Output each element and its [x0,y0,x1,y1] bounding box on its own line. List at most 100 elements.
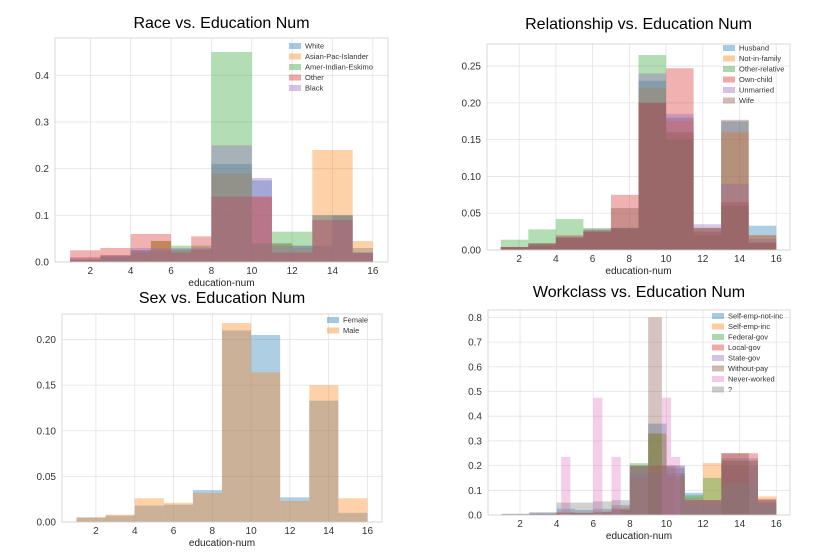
bar [583,231,611,250]
bar [500,247,529,250]
bar [171,248,192,262]
y-tick-label: 0.00 [462,246,482,257]
bar [231,52,252,262]
bar [638,55,667,251]
bar [666,121,694,250]
bar [150,241,172,262]
bar [130,250,151,262]
bar [555,237,584,250]
legend-swatch [712,355,724,361]
x-tick-label: 14 [734,519,746,530]
bar [134,498,164,522]
bar [661,465,676,515]
series-without-pay [648,317,749,515]
bar [611,508,630,515]
legend-swatch [712,365,724,372]
bar [684,500,704,515]
bar [666,132,694,250]
bar [648,423,667,515]
bar [192,492,222,522]
bar [638,80,667,251]
bar [610,229,639,250]
chart-relationship-vs-education: 2 4 6 8 10 12 14 16 0.00 0.05 0.10 0.15 0.20 0.25 Rela… [462,16,791,277]
bar [610,227,639,250]
bar [666,473,685,515]
y-tick-label: 0.0 [35,258,49,269]
legend-swatch [289,64,301,70]
y-tick-label: 0.3 [35,118,49,129]
legend-label: Asian-Pac-Islander [305,52,369,61]
bar [638,88,667,251]
legend-label: Other [305,73,324,82]
y-tick-label: 0.2 [35,164,49,175]
bar [610,227,639,250]
bar [666,68,694,251]
bar [251,334,281,522]
bar [130,234,151,262]
bar [583,231,611,250]
series-amer-indian-eskimo [70,52,373,262]
x-axis-label: education-num [605,266,671,277]
bar [150,241,172,262]
y-tick-label: 0.3 [468,436,482,447]
bar [292,245,313,262]
x-tick-label: 12 [287,266,299,277]
x-tick-label: 6 [171,526,177,537]
bar [211,173,232,262]
bar [352,252,373,262]
series-never-worked [561,397,681,515]
legend-label: Other-relative [739,65,784,74]
legend-swatch [712,334,724,340]
bar [629,463,649,515]
y-tick-label: 0.05 [37,472,57,483]
y-tick-label: 0.5 [468,387,482,398]
bar [191,249,212,262]
bar [100,256,131,262]
y-tick-label: 0.20 [37,335,57,346]
bar [555,237,584,250]
x-axis-label: education-num [188,278,254,289]
bar [748,242,777,250]
x-tick-label: 14 [734,254,746,265]
legend-label: Federal-gov [728,333,768,342]
bar [629,465,649,515]
bar [528,243,556,250]
bar [703,477,722,515]
bar [130,252,151,262]
bar [684,495,704,515]
y-tick-label: 0.25 [462,62,482,73]
bar [593,397,603,515]
bar [721,453,749,515]
bar [332,220,353,262]
bar [561,456,571,515]
x-tick-label: 14 [323,526,335,537]
bar [70,259,101,262]
x-tick-label: 10 [246,266,258,277]
bar [638,102,667,250]
bar [666,117,694,250]
y-tick-label: 0.1 [35,211,49,222]
y-tick-label: 0.10 [37,426,57,437]
bar [501,514,530,515]
y-tick-label: 0.4 [468,412,482,423]
series-female [76,330,368,522]
bar [312,215,333,262]
bar [574,512,594,515]
y-tick-label: 0.10 [462,172,482,183]
series-black [70,145,373,262]
x-tick-label: 4 [554,519,560,530]
y-tick-label: 0.00 [37,518,57,529]
series-federal-gov [501,433,777,515]
bar [332,215,353,262]
bar [556,512,575,515]
series-other-relative [500,55,777,251]
y-tick-label: 0.20 [462,98,482,109]
bar [629,477,649,515]
bar [721,460,758,515]
series-state-gov [501,458,777,515]
bar [332,215,353,262]
legend-swatch [289,74,301,81]
bar [171,249,192,262]
bar [500,247,529,250]
legend-swatch [712,344,724,351]
